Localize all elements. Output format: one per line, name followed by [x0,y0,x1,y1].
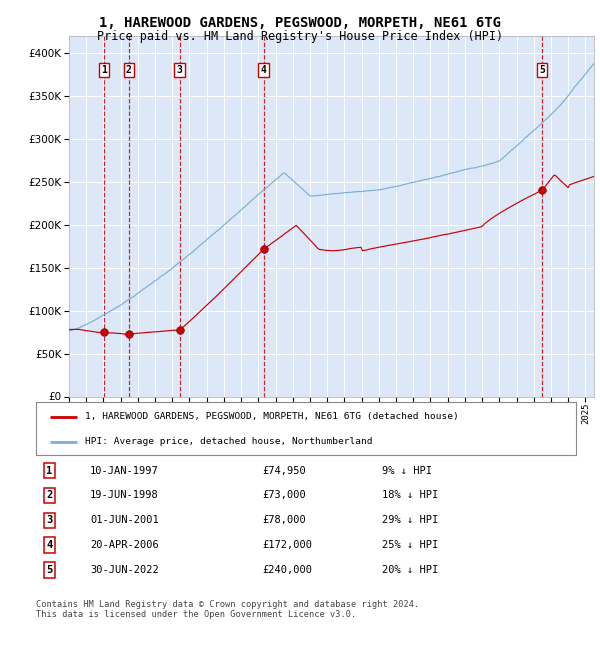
Text: 10-JAN-1997: 10-JAN-1997 [90,465,159,476]
Text: 3: 3 [176,65,182,75]
Text: Price paid vs. HM Land Registry's House Price Index (HPI): Price paid vs. HM Land Registry's House … [97,30,503,43]
Text: 2: 2 [46,490,53,501]
Text: 5: 5 [539,65,545,75]
Text: £78,000: £78,000 [263,515,307,525]
Text: HPI: Average price, detached house, Northumberland: HPI: Average price, detached house, Nort… [85,437,372,446]
Text: £240,000: £240,000 [263,565,313,575]
Text: 9% ↓ HPI: 9% ↓ HPI [382,465,431,476]
Text: 5: 5 [46,565,53,575]
Text: 20% ↓ HPI: 20% ↓ HPI [382,565,438,575]
Text: 2: 2 [126,65,131,75]
Text: 1: 1 [101,65,107,75]
Text: Contains HM Land Registry data © Crown copyright and database right 2024.
This d: Contains HM Land Registry data © Crown c… [36,600,419,619]
Text: 25% ↓ HPI: 25% ↓ HPI [382,540,438,550]
Text: 18% ↓ HPI: 18% ↓ HPI [382,490,438,501]
Text: 29% ↓ HPI: 29% ↓ HPI [382,515,438,525]
Text: £73,000: £73,000 [263,490,307,501]
Text: 20-APR-2006: 20-APR-2006 [90,540,159,550]
Text: 19-JUN-1998: 19-JUN-1998 [90,490,159,501]
Text: £74,950: £74,950 [263,465,307,476]
Text: 1, HAREWOOD GARDENS, PEGSWOOD, MORPETH, NE61 6TG: 1, HAREWOOD GARDENS, PEGSWOOD, MORPETH, … [99,16,501,31]
Text: 4: 4 [46,540,53,550]
Text: 4: 4 [260,65,266,75]
Text: £172,000: £172,000 [263,540,313,550]
Text: 3: 3 [46,515,53,525]
Text: 1: 1 [46,465,53,476]
Text: 01-JUN-2001: 01-JUN-2001 [90,515,159,525]
Text: 30-JUN-2022: 30-JUN-2022 [90,565,159,575]
Text: 1, HAREWOOD GARDENS, PEGSWOOD, MORPETH, NE61 6TG (detached house): 1, HAREWOOD GARDENS, PEGSWOOD, MORPETH, … [85,412,458,421]
